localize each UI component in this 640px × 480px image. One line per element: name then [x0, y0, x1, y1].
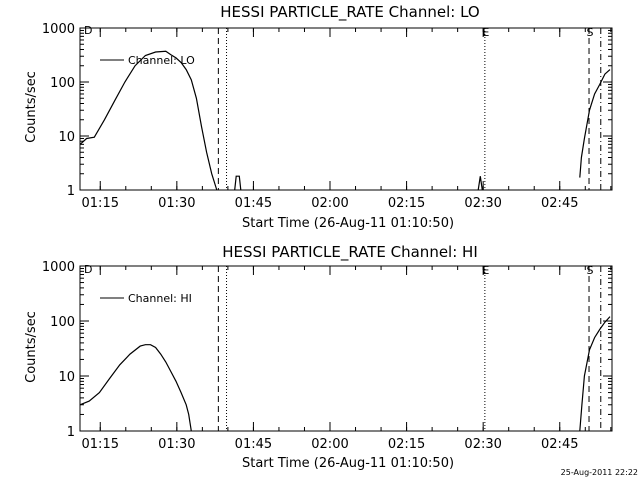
x-tick-label: 01:15	[82, 437, 119, 452]
series-line	[579, 316, 611, 432]
x-tick-label: 02:30	[464, 196, 501, 211]
series-line	[79, 50, 218, 191]
vline-label: E	[482, 264, 489, 277]
y-tick-label: 1	[67, 184, 75, 199]
x-axis-label: Start Time (26-Aug-11 01:10:50)	[242, 216, 454, 231]
y-axis-label: Counts/sec	[24, 311, 39, 383]
panel-lo: HESSI PARTICLE_RATE Channel: LO Counts/s…	[24, 3, 613, 231]
chart-layer: 1 10 100 1000 01:15 01:30 01:45 02:00 02:15 02:30…	[42, 22, 612, 211]
legend: Channel: HI	[100, 292, 192, 305]
y-tick-label: 100	[50, 76, 75, 91]
y-tick-label: 10	[58, 370, 75, 385]
corner-label: D	[84, 263, 92, 276]
x-tick-label: 01:15	[82, 196, 119, 211]
x-tick-label: 01:30	[158, 437, 195, 452]
x-axis-label: Start Time (26-Aug-11 01:10:50)	[242, 456, 454, 471]
plot-frame	[79, 27, 613, 191]
legend: Channel: LO	[100, 54, 195, 67]
legend-label: Channel: HI	[128, 292, 192, 305]
y-tick-label: 1000	[42, 22, 75, 37]
series-line	[579, 69, 611, 178]
x-tick-label: 02:00	[311, 437, 348, 452]
legend-label: Channel: LO	[128, 54, 195, 67]
footer-timestamp: 25-Aug-2011 22:22	[561, 468, 638, 477]
x-tick-label: 01:45	[235, 196, 272, 211]
vline-label: S	[587, 26, 594, 39]
x-tick-label: 02:30	[464, 437, 501, 452]
series-line	[234, 175, 242, 191]
series-line	[477, 176, 483, 191]
chart-title: HESSI PARTICLE_RATE Channel: HI	[222, 243, 478, 262]
panel-hi: HESSI PARTICLE_RATE Channel: HI Counts/s…	[24, 243, 613, 471]
y-tick-label: 1000	[42, 260, 75, 275]
y-tick-label: 1	[67, 425, 75, 440]
x-tick-label: 02:45	[541, 437, 578, 452]
series-line	[79, 344, 192, 432]
x-tick-label: 02:00	[311, 196, 348, 211]
x-tick-label: 02:15	[388, 196, 425, 211]
y-axis-label: Counts/sec	[24, 71, 39, 143]
x-tick-label: 01:45	[235, 437, 272, 452]
vline-label: S	[587, 264, 594, 277]
y-tick-label: 10	[58, 130, 75, 145]
y-tick-label: 100	[50, 315, 75, 330]
x-tick-label: 01:30	[158, 196, 195, 211]
corner-label: D	[84, 24, 92, 37]
x-tick-label: 02:45	[541, 196, 578, 211]
plot-frame	[79, 265, 613, 432]
x-tick-label: 02:15	[388, 437, 425, 452]
chart-title: HESSI PARTICLE_RATE Channel: LO	[220, 3, 479, 22]
vline-label: E	[482, 26, 489, 39]
chart-layer: 1 10 100 1000 01:15 01:30 01:45 02:00 02:15 02:30…	[42, 260, 612, 452]
